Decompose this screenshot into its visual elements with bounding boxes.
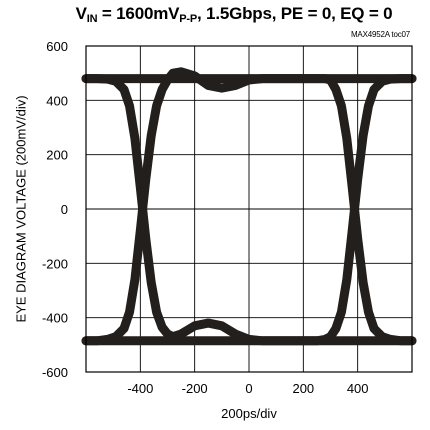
- grid-lines: [85, 45, 413, 373]
- figure-id-label: MAX4952A toc07: [350, 30, 410, 39]
- eye-trace-2: [81, 74, 417, 346]
- x-tick-label: -200: [182, 381, 208, 396]
- y-tick-label: -200: [42, 256, 68, 271]
- y-tick-label: 0: [61, 202, 68, 217]
- x-axis-label: 200ps/div: [221, 406, 277, 421]
- y-tick-label: -400: [42, 311, 68, 326]
- eye-traces: [81, 67, 417, 346]
- y-tick-label: 400: [46, 93, 68, 108]
- x-tick-label: 200: [292, 381, 314, 396]
- x-tick-label: 0: [245, 381, 252, 396]
- y-tick-label: -600: [42, 365, 68, 380]
- chart-title: VIN = 1600mVP-P, 1.5Gbps, PE = 0, EQ = 0: [75, 4, 393, 25]
- eye-trace-3: [81, 67, 417, 346]
- plot-frame: [85, 45, 413, 373]
- y-tick-label: 600: [46, 39, 68, 54]
- y-tick-label: 200: [46, 148, 68, 163]
- y-tick-labels: 600 400 200 0 -200 -400 -600: [42, 39, 68, 380]
- x-tick-label: 400: [347, 381, 369, 396]
- x-tick-label: -400: [127, 381, 153, 396]
- x-tick-labels: -400 -200 0 200 400: [127, 381, 368, 396]
